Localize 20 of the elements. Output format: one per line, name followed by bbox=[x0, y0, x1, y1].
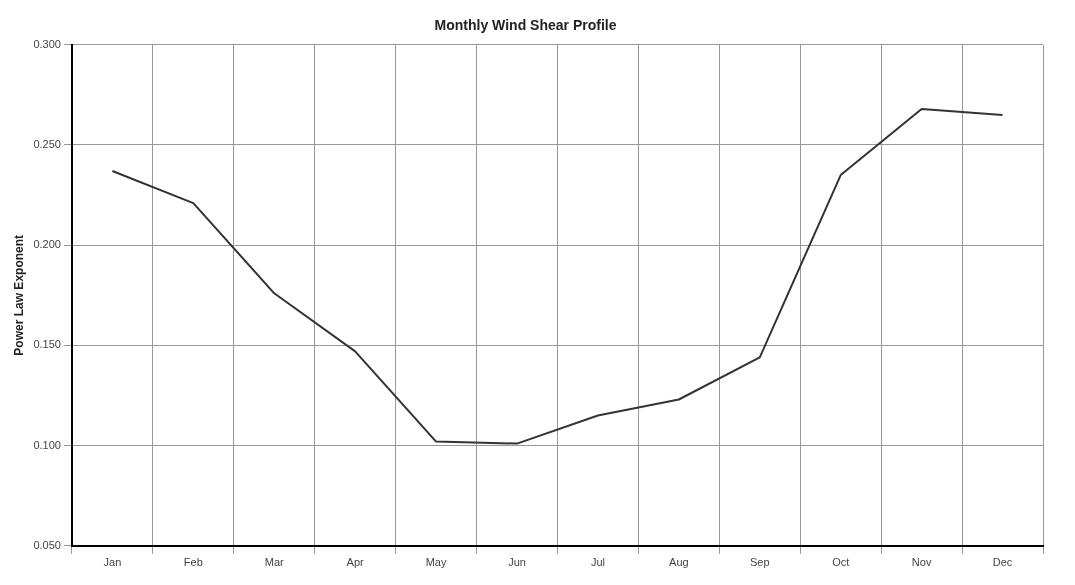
y-tick-label: 0.050 bbox=[33, 538, 61, 551]
x-tick-label: Apr bbox=[346, 556, 365, 569]
x-tick-label: Jul bbox=[590, 556, 605, 569]
x-tick-label: Mar bbox=[264, 556, 285, 569]
y-axis-title: Power Law Exponent bbox=[11, 234, 26, 356]
x-tick-label: Jan bbox=[103, 556, 122, 569]
x-tick-label: Nov bbox=[911, 556, 932, 569]
x-tick-label: Aug bbox=[669, 556, 689, 569]
y-tick-label: 0.100 bbox=[33, 438, 61, 451]
x-tick-label: Oct bbox=[832, 556, 850, 569]
y-tick-label: 0.250 bbox=[33, 138, 61, 151]
y-tick-label: 0.150 bbox=[33, 338, 61, 351]
x-tick-label: Sep bbox=[749, 556, 770, 569]
x-tick-label: May bbox=[425, 556, 447, 569]
x-tick-label: Feb bbox=[183, 556, 203, 569]
y-tick-label: 0.200 bbox=[33, 238, 61, 251]
x-tick-label: Dec bbox=[992, 556, 1013, 569]
chart-title: Monthly Wind Shear Profile bbox=[434, 17, 617, 34]
x-tick-label: Jun bbox=[508, 556, 526, 569]
y-tick-label: 0.300 bbox=[33, 37, 61, 50]
